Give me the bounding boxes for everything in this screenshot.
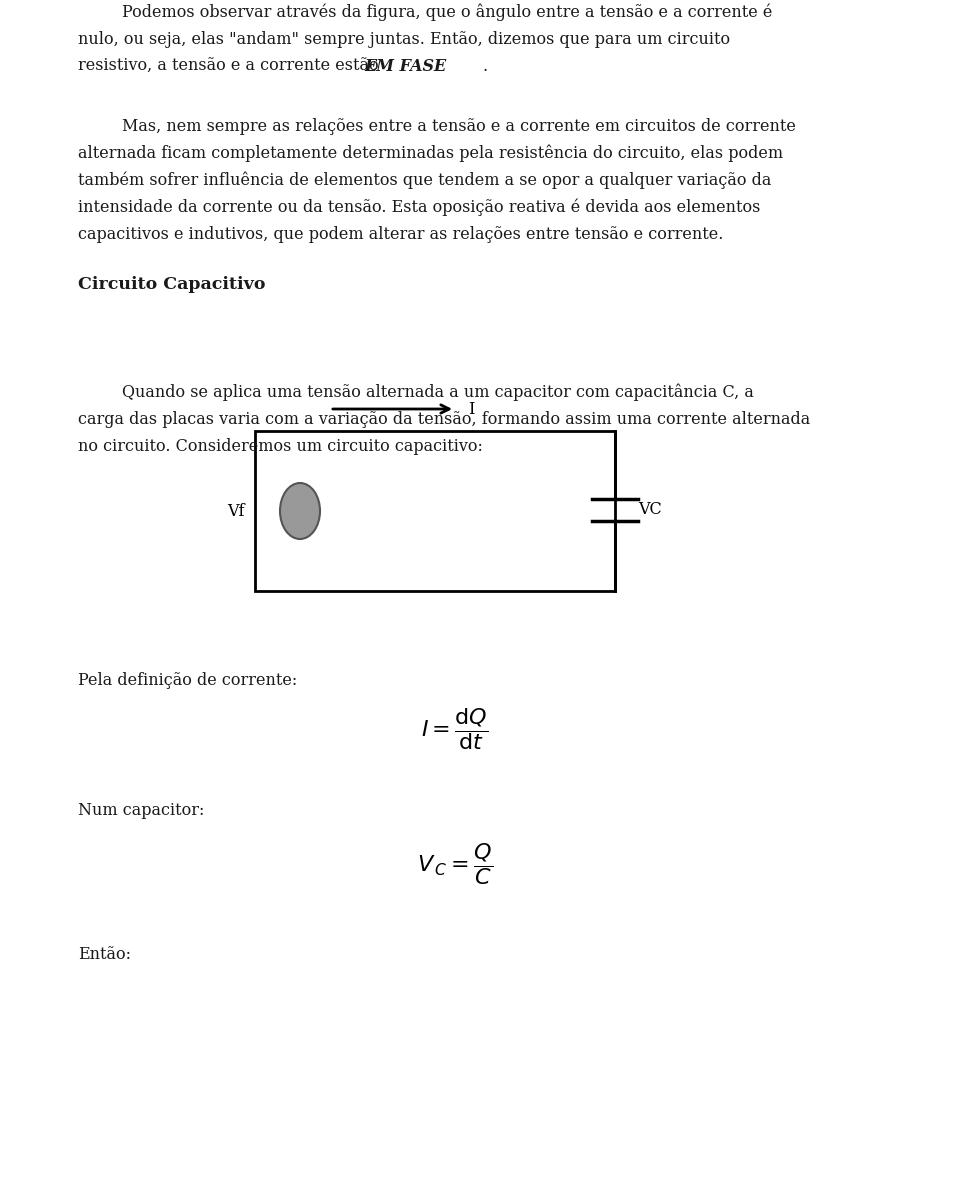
Text: Quando se aplica uma tensão alternada a um capacitor com capacitância C, a: Quando se aplica uma tensão alternada a …: [122, 384, 754, 402]
Text: no circuito. Consideremos um circuito capacitivo:: no circuito. Consideremos um circuito ca…: [78, 438, 483, 455]
Text: VC: VC: [638, 502, 661, 518]
Text: Num capacitor:: Num capacitor:: [78, 802, 204, 818]
Text: nulo, ou seja, elas "andam" sempre juntas. Então, dizemos que para um circuito: nulo, ou seja, elas "andam" sempre junta…: [78, 31, 731, 48]
Ellipse shape: [280, 483, 320, 539]
Text: $V_{\,C} = \dfrac{Q}{C}$: $V_{\,C} = \dfrac{Q}{C}$: [417, 841, 493, 887]
Text: .: .: [482, 58, 487, 76]
Text: Podemos observar através da figura, que o ângulo entre a tensão e a corrente é: Podemos observar através da figura, que …: [122, 4, 773, 21]
Text: também sofrer influência de elementos que tendem a se opor a qualquer variação d: também sofrer influência de elementos qu…: [78, 171, 772, 189]
Text: Mas, nem sempre as relações entre a tensão e a corrente em circuitos de corrente: Mas, nem sempre as relações entre a tens…: [122, 118, 796, 135]
Bar: [255, 431, 615, 590]
Text: Circuito Capacitivo: Circuito Capacitivo: [78, 276, 266, 293]
Text: carga das placas varia com a variação da tensão, formando assim uma corrente alt: carga das placas varia com a variação da…: [78, 411, 810, 428]
Text: intensidade da corrente ou da tensão. Esta oposição reativa é devida aos element: intensidade da corrente ou da tensão. Es…: [78, 198, 760, 216]
Text: EM FASE: EM FASE: [364, 58, 446, 76]
Text: Então:: Então:: [78, 946, 131, 963]
Text: capacitivos e indutivos, que podem alterar as relações entre tensão e corrente.: capacitivos e indutivos, que podem alter…: [78, 226, 724, 243]
Text: Pela definição de corrente:: Pela definição de corrente:: [78, 672, 298, 689]
Text: Vf: Vf: [228, 502, 245, 520]
Text: $I = \dfrac{\mathrm{d}Q}{\mathrm{d}t}$: $I = \dfrac{\mathrm{d}Q}{\mathrm{d}t}$: [421, 706, 489, 752]
Text: resistivo, a tensão e a corrente estão: resistivo, a tensão e a corrente estão: [78, 58, 384, 76]
Text: alternada ficam completamente determinadas pela resistência do circuito, elas po: alternada ficam completamente determinad…: [78, 144, 783, 162]
Text: I: I: [468, 400, 474, 418]
